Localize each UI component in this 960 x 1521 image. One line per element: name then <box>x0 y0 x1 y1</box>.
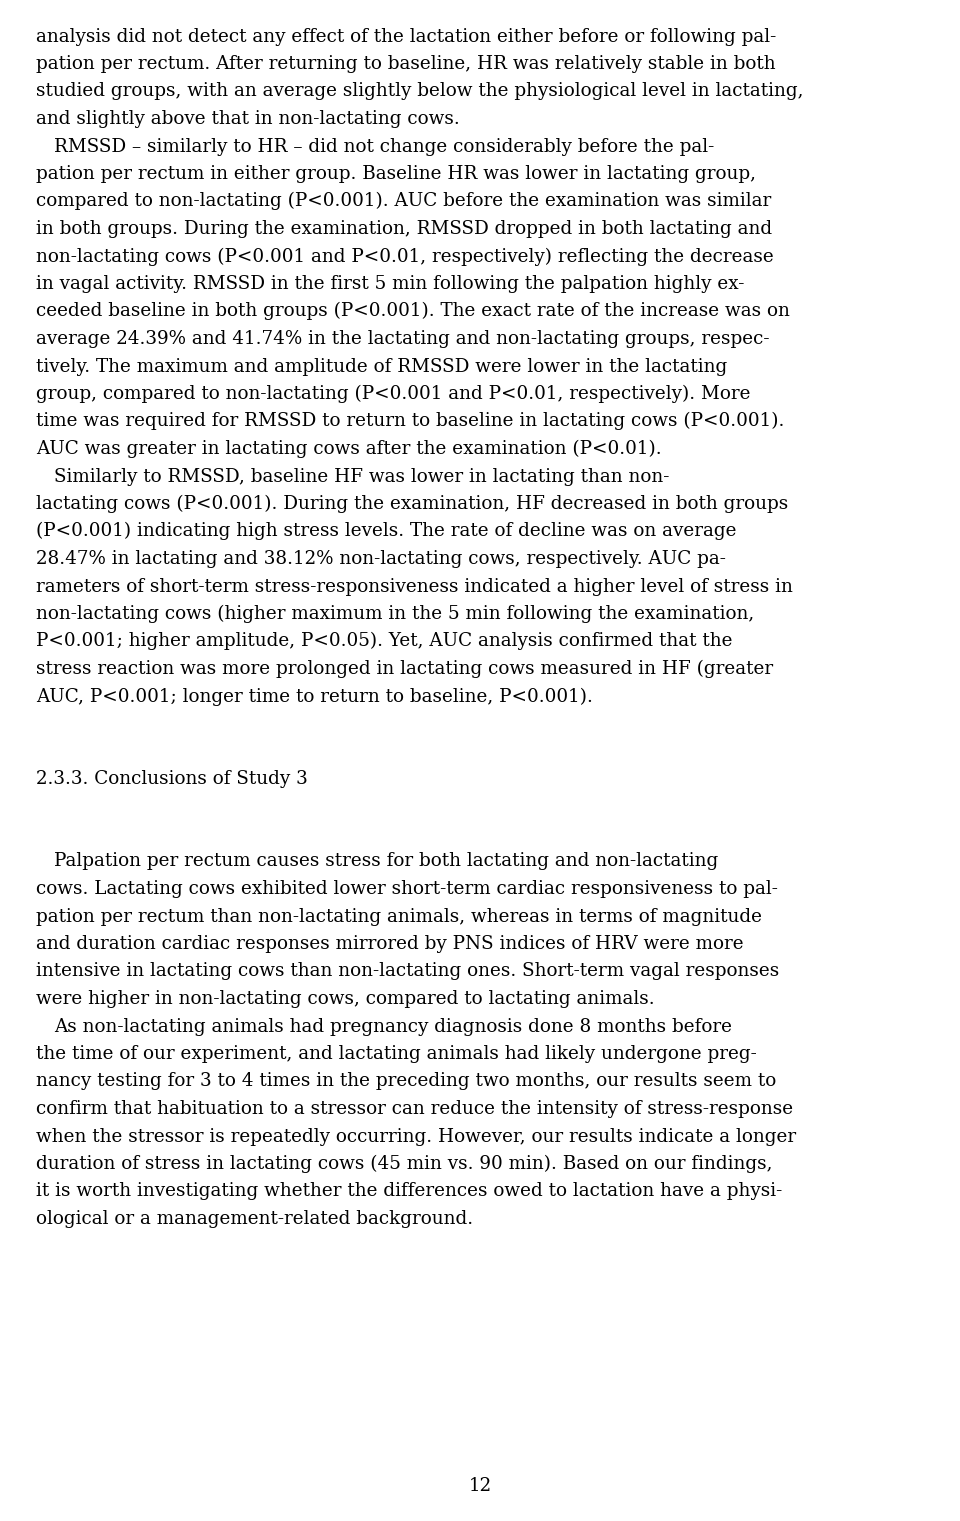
Text: pation per rectum. After returning to baseline, HR was relatively stable in both: pation per rectum. After returning to ba… <box>36 55 776 73</box>
Text: nancy testing for 3 to 4 times in the preceding two months, our results seem to: nancy testing for 3 to 4 times in the pr… <box>36 1072 777 1091</box>
Text: when the stressor is repeatedly occurring. However, our results indicate a longe: when the stressor is repeatedly occurrin… <box>36 1127 796 1145</box>
Text: group, compared to non-lactating (P<0.001 and P<0.01, respectively). More: group, compared to non-lactating (P<0.00… <box>36 385 751 403</box>
Text: were higher in non-lactating cows, compared to lactating animals.: were higher in non-lactating cows, compa… <box>36 990 655 1008</box>
Text: non-lactating cows (higher maximum in the 5 min following the examination,: non-lactating cows (higher maximum in th… <box>36 605 755 624</box>
Text: 12: 12 <box>468 1477 492 1495</box>
Text: 28.47% in lactating and 38.12% non-lactating cows, respectively. AUC pa-: 28.47% in lactating and 38.12% non-lacta… <box>36 551 726 567</box>
Text: pation per rectum than non-lactating animals, whereas in terms of magnitude: pation per rectum than non-lactating ani… <box>36 908 762 925</box>
Text: cows. Lactating cows exhibited lower short-term cardiac responsiveness to pal-: cows. Lactating cows exhibited lower sho… <box>36 881 778 897</box>
Text: studied groups, with an average slightly below the physiological level in lactat: studied groups, with an average slightly… <box>36 82 804 100</box>
Text: time was required for RMSSD to return to baseline in lactating cows (P<0.001).: time was required for RMSSD to return to… <box>36 412 784 430</box>
Text: Similarly to RMSSD, baseline HF was lower in lactating than non-: Similarly to RMSSD, baseline HF was lowe… <box>54 467 669 485</box>
Text: non-lactating cows (P<0.001 and P<0.01, respectively) reflecting the decrease: non-lactating cows (P<0.001 and P<0.01, … <box>36 248 774 266</box>
Text: in both groups. During the examination, RMSSD dropped in both lactating and: in both groups. During the examination, … <box>36 221 772 237</box>
Text: pation per rectum in either group. Baseline HR was lower in lactating group,: pation per rectum in either group. Basel… <box>36 164 756 183</box>
Text: lactating cows (P<0.001). During the examination, HF decreased in both groups: lactating cows (P<0.001). During the exa… <box>36 494 788 513</box>
Text: in vagal activity. RMSSD in the first 5 min following the palpation highly ex-: in vagal activity. RMSSD in the first 5 … <box>36 275 744 294</box>
Text: 2.3.3. Conclusions of Study 3: 2.3.3. Conclusions of Study 3 <box>36 770 308 788</box>
Text: duration of stress in lactating cows (45 min vs. 90 min). Based on our findings,: duration of stress in lactating cows (45… <box>36 1154 773 1173</box>
Text: tively. The maximum and amplitude of RMSSD were lower in the lactating: tively. The maximum and amplitude of RMS… <box>36 357 728 376</box>
Text: RMSSD – similarly to HR – did not change considerably before the pal-: RMSSD – similarly to HR – did not change… <box>54 137 714 155</box>
Text: ceeded baseline in both groups (P<0.001). The exact rate of the increase was on: ceeded baseline in both groups (P<0.001)… <box>36 303 790 321</box>
Text: AUC was greater in lactating cows after the examination (P<0.01).: AUC was greater in lactating cows after … <box>36 440 661 458</box>
Text: ological or a management-related background.: ological or a management-related backgro… <box>36 1211 473 1227</box>
Text: and duration cardiac responses mirrored by PNS indices of HRV were more: and duration cardiac responses mirrored … <box>36 935 744 954</box>
Text: compared to non-lactating (P<0.001). AUC before the examination was similar: compared to non-lactating (P<0.001). AUC… <box>36 192 771 210</box>
Text: Palpation per rectum causes stress for both lactating and non-lactating: Palpation per rectum causes stress for b… <box>54 852 718 870</box>
Text: confirm that habituation to a stressor can reduce the intensity of stress-respon: confirm that habituation to a stressor c… <box>36 1100 793 1118</box>
Text: intensive in lactating cows than non-lactating ones. Short-term vagal responses: intensive in lactating cows than non-lac… <box>36 963 780 981</box>
Text: the time of our experiment, and lactating animals had likely undergone preg-: the time of our experiment, and lactatin… <box>36 1045 756 1063</box>
Text: it is worth investigating whether the differences owed to lactation have a physi: it is worth investigating whether the di… <box>36 1182 782 1200</box>
Text: rameters of short-term stress-responsiveness indicated a higher level of stress : rameters of short-term stress-responsive… <box>36 578 793 596</box>
Text: and slightly above that in non-lactating cows.: and slightly above that in non-lactating… <box>36 110 460 128</box>
Text: average 24.39% and 41.74% in the lactating and non-lactating groups, respec-: average 24.39% and 41.74% in the lactati… <box>36 330 770 348</box>
Text: (P<0.001) indicating high stress levels. The rate of decline was on average: (P<0.001) indicating high stress levels.… <box>36 522 736 540</box>
Text: P<0.001; higher amplitude, P<0.05). Yet, AUC analysis confirmed that the: P<0.001; higher amplitude, P<0.05). Yet,… <box>36 633 732 651</box>
Text: stress reaction was more prolonged in lactating cows measured in HF (greater: stress reaction was more prolonged in la… <box>36 660 773 678</box>
Text: As non-lactating animals had pregnancy diagnosis done 8 months before: As non-lactating animals had pregnancy d… <box>54 1018 732 1036</box>
Text: analysis did not detect any effect of the lactation either before or following p: analysis did not detect any effect of th… <box>36 27 777 46</box>
Text: AUC, P<0.001; longer time to return to baseline, P<0.001).: AUC, P<0.001; longer time to return to b… <box>36 687 593 706</box>
